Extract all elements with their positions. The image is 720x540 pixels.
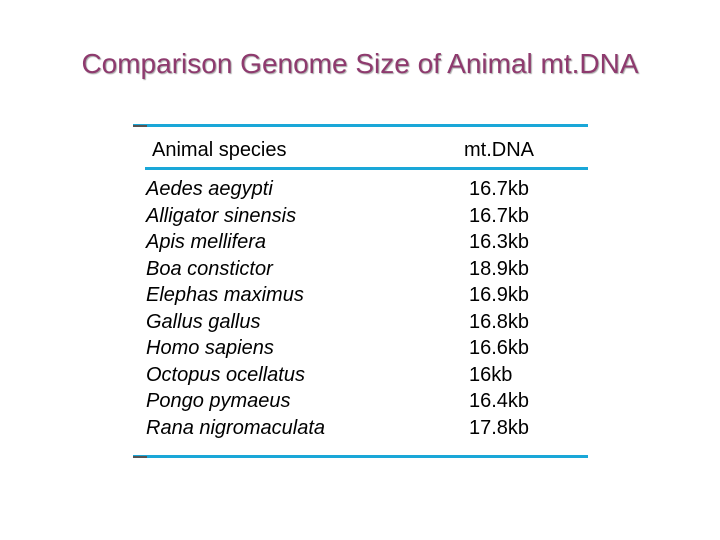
table-top-rule-tick bbox=[133, 125, 147, 127]
species-cell: Aedes aegypti bbox=[146, 178, 273, 200]
table-bottom-rule bbox=[133, 455, 588, 458]
header-divider-rule bbox=[145, 167, 588, 170]
species-cell: Rana nigromaculata bbox=[146, 416, 325, 439]
table-top-rule bbox=[133, 124, 588, 127]
mtdna-size-cell: 16.7kb bbox=[469, 204, 530, 227]
mtdna-size-cell: 16.7kb bbox=[469, 178, 530, 200]
mtdna-size-cell: 16.9kb bbox=[469, 284, 530, 306]
species-cell: Homo sapiens bbox=[146, 337, 274, 359]
mtdna-size-list: 16.7kb 16.7kb 16.3kb 18.9kb 16.9kb 16.8k… bbox=[469, 176, 529, 441]
mtdna-size-cell: 18.9kb bbox=[469, 257, 530, 280]
mtdna-size-cell: 16.6kb bbox=[469, 337, 530, 359]
species-cell: Octopus ocellatus bbox=[146, 363, 305, 386]
mtdna-size-cell: 16kb bbox=[469, 363, 513, 386]
species-column-header: Animal species bbox=[152, 139, 287, 161]
species-cell: Apis mellifera bbox=[146, 231, 267, 253]
mtdna-size-cell: 16.8kb bbox=[469, 310, 530, 333]
species-cell: Alligator sinensis bbox=[146, 204, 297, 227]
mtdna-size-cell: 16.4kb bbox=[469, 390, 530, 412]
mtdna-size-cell: 16.3kb bbox=[469, 231, 530, 253]
species-list: Aedes aegypti Alligator sinensis Apis me… bbox=[146, 176, 325, 441]
species-cell: Elephas maximus bbox=[146, 284, 304, 306]
species-cell: Boa constictor bbox=[146, 257, 273, 280]
species-cell: Gallus gallus bbox=[146, 310, 261, 333]
slide-title: Comparison Genome Size of Animal mt.DNA bbox=[81, 48, 639, 79]
mtdna-column-header: mt.DNA bbox=[464, 139, 534, 161]
species-cell: Pongo pymaeus bbox=[146, 390, 291, 412]
mtdna-size-cell: 17.8kb bbox=[469, 416, 530, 439]
table-bottom-rule-tick bbox=[133, 456, 147, 458]
